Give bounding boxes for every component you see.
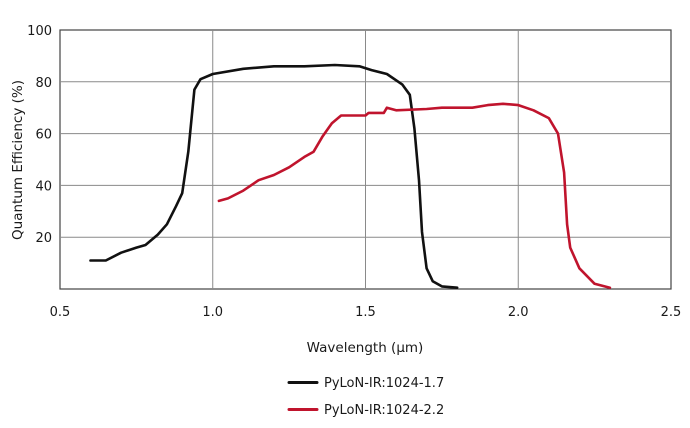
x-tick-label: 2.0 <box>508 305 529 320</box>
y-tick-label: 20 <box>35 231 52 246</box>
series-line-1 <box>217 102 612 289</box>
y-tick-labels: 20 40 60 80 100 <box>27 24 52 246</box>
x-tick-labels: 0.5 1.0 1.5 2.0 2.5 <box>50 305 682 320</box>
series-line-0 <box>89 63 459 289</box>
x-tick-label: 2.5 <box>661 305 682 320</box>
x-tick-label: 1.0 <box>202 305 223 320</box>
y-tick-label: 80 <box>35 76 52 91</box>
x-tick-label: 0.5 <box>50 305 71 320</box>
y-axis-title: Quantum Efficiency (%) <box>10 80 26 240</box>
legend: PyLoN-IR:1024-1.7 PyLoN-IR:1024-2.2 <box>287 376 444 418</box>
legend-label-series-2-2: PyLoN-IR:1024-2.2 <box>324 403 444 418</box>
x-axis-title: Wavelength (µm) <box>307 340 424 356</box>
y-tick-label: 40 <box>35 179 52 194</box>
y-tick-label: 100 <box>27 24 52 39</box>
legend-label-series-1-7: PyLoN-IR:1024-1.7 <box>324 376 444 391</box>
series-lines <box>89 63 612 289</box>
x-tick-label: 1.5 <box>355 305 376 320</box>
y-tick-label: 60 <box>35 128 52 143</box>
